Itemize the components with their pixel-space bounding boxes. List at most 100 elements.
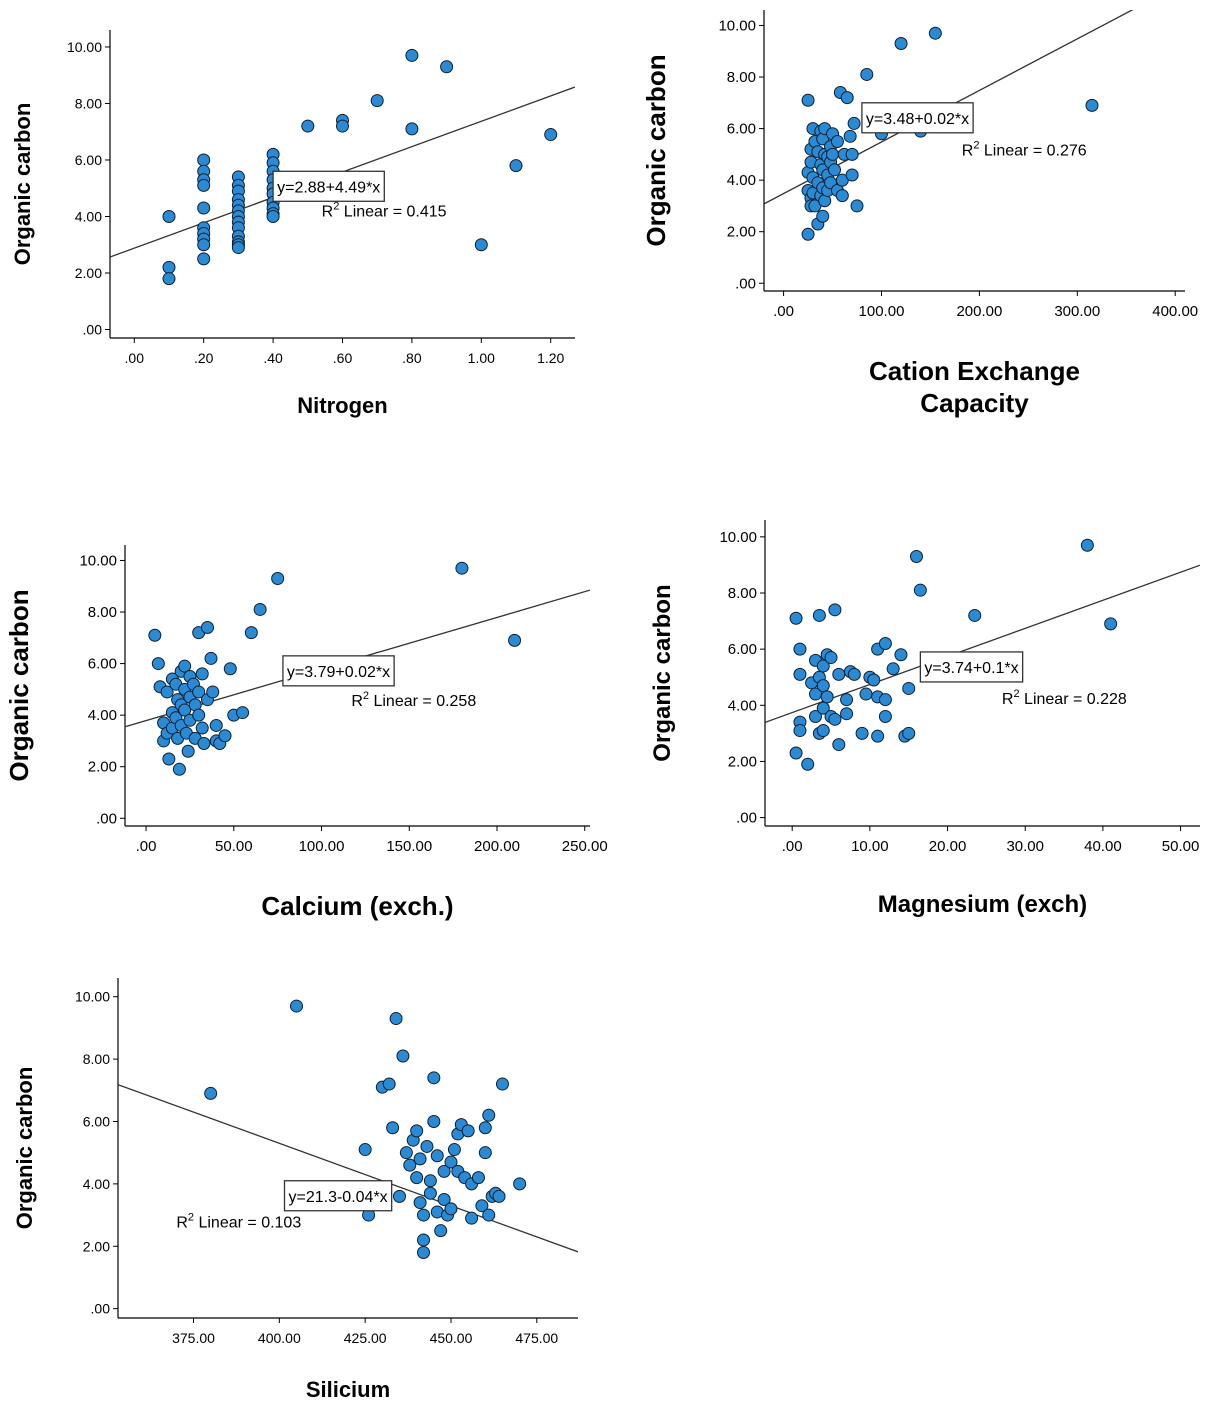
- x-tick-label: 40.00: [1084, 838, 1122, 855]
- data-point: [859, 687, 873, 701]
- data-point: [820, 690, 834, 704]
- x-tick-label: 30.00: [1006, 838, 1044, 855]
- data-point: [478, 1121, 492, 1135]
- data-point: [830, 134, 844, 148]
- data-point: [968, 608, 982, 622]
- y-tick-label: 10.00: [75, 989, 110, 1005]
- equation-box: y=3.48+0.02*x: [861, 102, 974, 134]
- data-point: [413, 1196, 427, 1210]
- y-tick-label: 2.00: [88, 759, 117, 776]
- y-tick-label: 2.00: [83, 1238, 110, 1254]
- data-point: [192, 708, 206, 722]
- data-point: [471, 1171, 485, 1185]
- data-point: [808, 710, 822, 724]
- data-point: [266, 209, 280, 223]
- data-point: [195, 721, 209, 735]
- x-tick-label: 250.00: [562, 838, 608, 855]
- data-point: [816, 209, 830, 223]
- data-point: [434, 1224, 448, 1238]
- x-tick-label: 400.00: [258, 1330, 301, 1346]
- x-axis-label: Capacity: [920, 388, 1029, 418]
- data-point: [420, 1139, 434, 1153]
- r-squared-label: R2 Linear = 0.103: [176, 1212, 301, 1232]
- regression-line: [765, 564, 1200, 724]
- data-point: [495, 1077, 509, 1091]
- x-tick-label: 1.20: [537, 350, 564, 366]
- y-tick-label: 10.00: [79, 552, 117, 569]
- data-point: [382, 1077, 396, 1091]
- data-point: [828, 712, 842, 726]
- data-point: [878, 693, 892, 707]
- data-point: [928, 26, 942, 40]
- data-point: [1080, 538, 1094, 552]
- data-point: [206, 685, 220, 699]
- data-point: [827, 163, 841, 177]
- data-point: [847, 667, 861, 681]
- x-tick-label: .60: [333, 350, 353, 366]
- scatter-chart-magnesium: .00 2.00 4.00 6.00 8.00 10.00 .00 10.00 20.00 30.…: [649, 520, 1200, 918]
- y-axis-label: Organic carbon: [649, 584, 676, 761]
- data-point: [793, 642, 807, 656]
- data-point: [197, 201, 211, 215]
- x-tick-label: 450.00: [430, 1330, 473, 1346]
- data-point: [178, 659, 192, 673]
- data-point: [913, 583, 927, 597]
- data-point: [160, 685, 174, 699]
- data-point: [162, 209, 176, 223]
- r-squared-label: R2 Linear = 0.228: [1002, 688, 1127, 708]
- data-point: [1104, 617, 1118, 631]
- data-point: [902, 726, 916, 740]
- x-tick-label: .00: [782, 838, 803, 855]
- x-axis-label: Calcium (exch.): [261, 891, 453, 921]
- x-tick-label: 20.00: [929, 838, 967, 855]
- y-tick-label: 8.00: [83, 1051, 110, 1067]
- data-point: [801, 227, 815, 241]
- data-point: [894, 648, 908, 662]
- data-point: [840, 707, 854, 721]
- data-point: [223, 662, 237, 676]
- y-tick-label: 8.00: [75, 95, 102, 111]
- data-point: [860, 67, 874, 81]
- data-point: [793, 724, 807, 738]
- data-point: [513, 1177, 527, 1191]
- regression-line: [118, 1084, 578, 1253]
- y-tick-label: 8.00: [728, 585, 757, 602]
- data-point: [845, 168, 859, 182]
- data-point: [824, 651, 838, 665]
- data-point: [447, 1143, 461, 1157]
- data-point: [218, 729, 232, 743]
- y-tick-label: 10.00: [719, 529, 757, 546]
- x-tick-label: 425.00: [344, 1330, 387, 1346]
- y-axis-label: Organic carbon: [10, 103, 35, 266]
- x-tick-label: 100.00: [299, 838, 345, 855]
- equation-box: y=21.3-0.04*x: [283, 1180, 393, 1212]
- data-point: [200, 620, 214, 634]
- data-point: [430, 1149, 444, 1163]
- data-point: [396, 1049, 410, 1063]
- data-point: [444, 1202, 458, 1216]
- x-tick-label: .20: [194, 350, 214, 366]
- data-point: [909, 549, 923, 563]
- r-squared-label: R2 Linear = 0.415: [322, 200, 447, 220]
- x-tick-label: 475.00: [515, 1330, 558, 1346]
- x-tick-label: 100.00: [859, 303, 905, 320]
- y-tick-label: .00: [83, 322, 103, 338]
- y-tick-label: 2.00: [727, 224, 756, 241]
- equation-text: y=3.74+0.1*x: [924, 660, 1018, 677]
- data-point: [204, 1086, 218, 1100]
- data-point: [405, 48, 419, 62]
- x-tick-label: 200.00: [956, 303, 1002, 320]
- y-axis-label: Organic carbon: [641, 54, 671, 246]
- data-point: [816, 724, 830, 738]
- data-point: [417, 1245, 431, 1259]
- data-point: [482, 1208, 496, 1222]
- data-point: [231, 241, 245, 255]
- equation-box: y=3.74+0.1*x: [919, 651, 1024, 683]
- x-tick-label: 10.00: [851, 838, 889, 855]
- x-axis-label: Nitrogen: [297, 393, 387, 418]
- data-point: [816, 679, 830, 693]
- equation-box: y=2.88+4.49*x: [272, 170, 385, 202]
- y-tick-label: 6.00: [88, 656, 117, 673]
- data-point: [847, 116, 861, 130]
- scatter-chart-cec: .00 2.00 4.00 6.00 8.00 10.00 .00 100.00 200.00 3…: [641, 10, 1198, 418]
